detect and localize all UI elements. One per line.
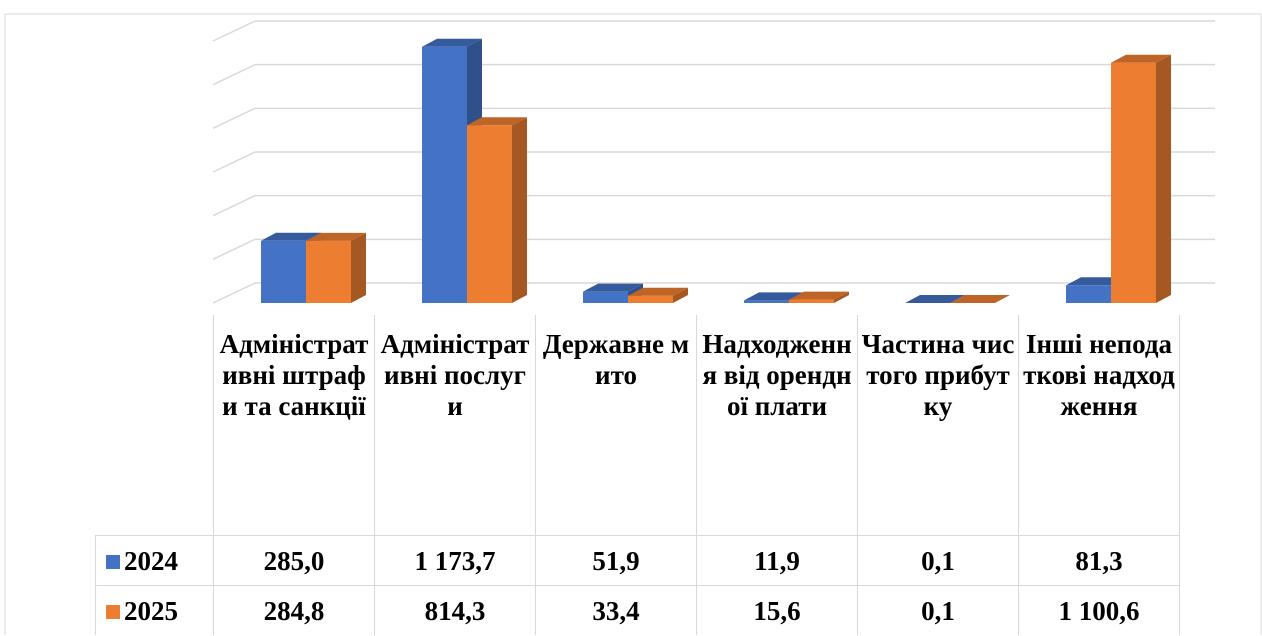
data-label: 81,3 (1018, 535, 1179, 585)
category-label: Частина чистого прибутку (857, 315, 1018, 535)
bar (583, 292, 628, 303)
category-label: Адміністративні штрафи та санкції (213, 315, 374, 535)
grid-side (213, 239, 255, 259)
grid-side (213, 152, 255, 172)
bar (1066, 285, 1111, 303)
bar (1111, 63, 1156, 303)
grid-side (213, 65, 255, 85)
data-label: 1 173,7 (374, 535, 535, 585)
category-label: Державне мито (535, 315, 696, 535)
data-label: 11,9 (696, 535, 857, 585)
category-label: Надходження від орендної плати (696, 315, 857, 535)
bar-side (512, 117, 527, 303)
grid-side (213, 196, 255, 216)
bar (261, 241, 306, 303)
legend-swatch (106, 555, 120, 569)
bar (789, 300, 834, 303)
category-label: Адміністративні послуги (374, 315, 535, 535)
legend-cell: 2024 (95, 535, 213, 585)
data-label: 285,0 (213, 535, 374, 585)
grid-side (213, 283, 255, 303)
data-label: 0,1 (857, 535, 1018, 585)
data-label: 51,9 (535, 535, 696, 585)
bar (422, 47, 467, 303)
data-label: 15,6 (696, 585, 857, 635)
table-edge (1179, 315, 1180, 635)
bar (306, 241, 351, 303)
bar-side (351, 233, 366, 303)
legend-swatch (106, 605, 120, 619)
legend-label: 2024 (124, 546, 178, 576)
data-label: 0,1 (857, 585, 1018, 635)
data-label: 814,3 (374, 585, 535, 635)
grid-side (213, 108, 255, 128)
category-label: Інші неподаткові надходження (1018, 315, 1179, 535)
bar (467, 125, 512, 303)
data-label: 1 100,6 (1018, 585, 1179, 635)
bar (744, 300, 789, 303)
bar-side (1156, 55, 1171, 303)
bar (628, 296, 673, 303)
legend-label: 2025 (124, 596, 178, 626)
grid-side (213, 21, 255, 41)
data-label: 284,8 (213, 585, 374, 635)
legend-cell: 2025 (95, 585, 213, 635)
data-label: 33,4 (535, 585, 696, 635)
